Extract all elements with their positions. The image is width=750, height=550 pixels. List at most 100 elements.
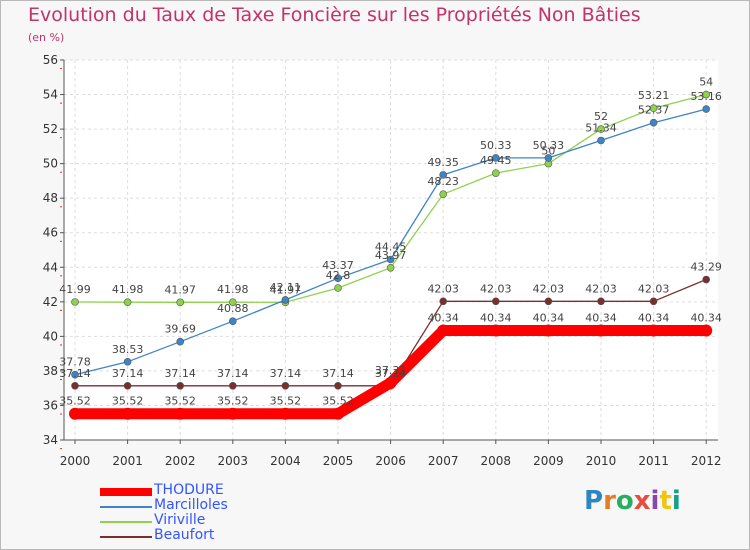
data-label: 35.52 <box>217 395 249 408</box>
data-point <box>334 274 342 282</box>
data-label: 42.11 <box>270 281 302 294</box>
data-label: 35.52 <box>59 395 91 408</box>
legend-label: Viriville <box>154 512 206 528</box>
legend-swatch <box>100 536 152 538</box>
data-label: 41.97 <box>164 283 196 296</box>
data-label: 42.03 <box>533 282 565 295</box>
data-point <box>281 296 290 304</box>
y-tick-label: 56 <box>43 53 58 67</box>
x-tick-label: 2001 <box>112 454 143 468</box>
y-tick-label: 42 <box>43 295 58 309</box>
data-point <box>491 154 500 162</box>
data-label: 51.34 <box>585 121 617 134</box>
data-point <box>649 118 658 127</box>
data-label: 42.03 <box>427 282 459 295</box>
data-label: 39.69 <box>164 323 196 336</box>
data-point <box>174 407 187 420</box>
x-tick-label: 2009 <box>533 454 564 468</box>
data-label: 40.34 <box>427 311 459 324</box>
data-point <box>334 381 342 390</box>
data-point <box>491 297 500 306</box>
data-point <box>71 370 79 379</box>
data-point <box>439 297 448 306</box>
data-point <box>69 407 81 420</box>
x-tick-label: 2002 <box>165 454 196 468</box>
data-label: 52 <box>594 110 608 123</box>
data-label: 37.14 <box>59 367 91 380</box>
data-label: 35.52 <box>112 395 144 408</box>
data-label: 37.31 <box>375 364 407 377</box>
data-point <box>489 324 502 337</box>
data-label: 40.34 <box>480 311 512 324</box>
data-point <box>229 298 237 306</box>
data-label: 43.97 <box>375 249 407 262</box>
x-tick-label: 2007 <box>428 454 459 468</box>
y-tick-label: 36 <box>43 398 58 412</box>
data-point <box>702 275 711 284</box>
data-label: 42.03 <box>480 282 512 295</box>
data-label: 43.29 <box>690 261 722 274</box>
x-tick-label: 2004 <box>270 454 301 468</box>
data-label: 49.45 <box>480 154 512 167</box>
data-point <box>229 381 237 390</box>
y-tick-label: 34 <box>43 433 58 447</box>
data-point <box>595 324 607 337</box>
data-point <box>279 407 292 420</box>
data-label: 37.78 <box>59 356 91 369</box>
x-tick-label: 2000 <box>60 454 91 468</box>
data-label: 41.98 <box>112 283 144 296</box>
data-point <box>123 298 132 306</box>
data-point <box>386 263 395 272</box>
data-label: 44.45 <box>375 241 407 254</box>
data-point <box>123 357 132 366</box>
data-point <box>71 381 79 390</box>
data-label: 35.52 <box>322 395 354 408</box>
data-point <box>544 154 553 162</box>
data-label: 37.14 <box>270 367 302 380</box>
data-point <box>386 255 395 264</box>
data-point <box>544 297 553 306</box>
data-point <box>597 125 605 133</box>
data-point <box>542 324 555 337</box>
data-label: 37.14 <box>322 367 354 380</box>
data-label: 42.8 <box>326 269 351 282</box>
data-label: 49.35 <box>427 156 459 169</box>
data-label: 40.34 <box>585 311 617 324</box>
logo-letter: P <box>584 486 604 516</box>
data-label: 43.37 <box>322 259 354 272</box>
data-label: 37.14 <box>164 367 196 380</box>
data-label: 37.14 <box>375 367 407 380</box>
logo-letter: r <box>603 486 616 516</box>
data-label: 53.21 <box>638 89 670 102</box>
data-label: 50 <box>541 145 555 158</box>
data-label: 40.34 <box>533 311 565 324</box>
data-point <box>702 90 711 99</box>
proxiti-logo: Proxiti <box>584 486 681 516</box>
data-label: 41.97 <box>270 283 302 296</box>
data-point <box>597 297 605 306</box>
data-label: 52.37 <box>638 104 670 117</box>
logo-letter: i <box>671 486 681 516</box>
data-point <box>71 298 79 306</box>
data-label: 42.03 <box>585 282 617 295</box>
legend-label: THODURE <box>154 482 224 498</box>
data-point <box>229 317 237 325</box>
data-point <box>384 376 397 389</box>
x-tick-label: 2006 <box>375 454 406 468</box>
data-point <box>226 407 239 420</box>
data-point <box>123 381 132 390</box>
legend-swatch <box>100 521 152 523</box>
legend-label: Beaufort <box>154 527 215 543</box>
data-label: 42.03 <box>638 282 670 295</box>
logo-letter: t <box>659 486 672 516</box>
chart-title: Evolution du Taux de Taxe Foncière sur l… <box>28 4 641 26</box>
data-label: 40.34 <box>690 311 722 324</box>
data-label: 37.14 <box>112 367 144 380</box>
x-tick-label: 2010 <box>586 454 617 468</box>
data-point <box>647 324 660 337</box>
y-tick-label: 54 <box>43 88 58 102</box>
y-tick-label: 50 <box>43 157 58 171</box>
data-point <box>491 169 500 177</box>
data-point <box>649 104 658 112</box>
